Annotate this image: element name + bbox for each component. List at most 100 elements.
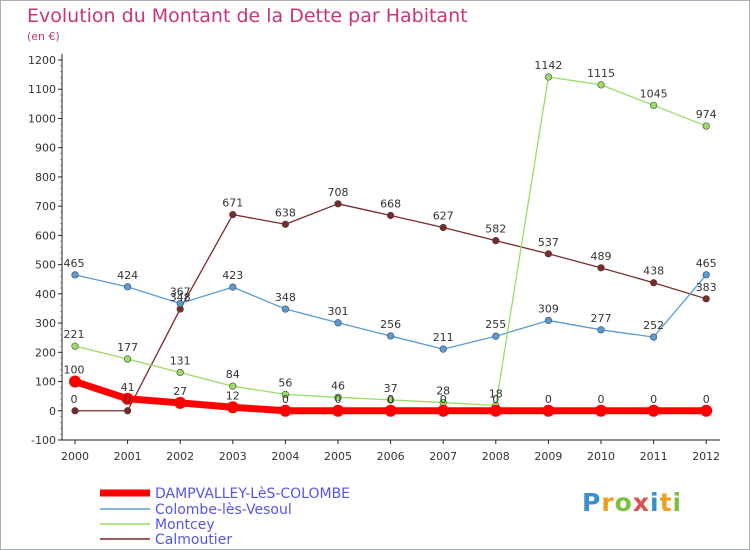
data-point (542, 404, 555, 417)
data-point (649, 333, 658, 341)
y-tick-label: 1200 (28, 54, 56, 67)
data-point (384, 404, 397, 417)
data-point (71, 407, 79, 415)
data-point (176, 368, 184, 377)
data-point (281, 390, 290, 399)
data-label: 423 (222, 269, 243, 282)
data-label: 1115 (587, 67, 615, 80)
x-tick-label: 2008 (482, 450, 510, 463)
data-point (279, 404, 292, 417)
data-point (229, 283, 237, 291)
data-point (649, 279, 658, 287)
x-tick-label: 2010 (587, 450, 615, 463)
data-label: 256 (380, 318, 401, 331)
y-tick-label: 0 (49, 405, 56, 418)
data-label: 638 (275, 206, 296, 219)
data-point (489, 404, 502, 417)
data-label: 348 (170, 291, 191, 304)
data-label: 668 (380, 198, 401, 211)
data-point (176, 299, 184, 308)
data-point (702, 122, 710, 130)
y-tick-label: 700 (35, 200, 56, 213)
data-label: 0 (598, 393, 605, 406)
data-label: 489 (591, 250, 612, 263)
data-point (229, 211, 237, 219)
data-label: 177 (117, 341, 138, 354)
data-point (123, 407, 132, 415)
data-label: 348 (275, 291, 296, 304)
data-label: 0 (545, 393, 552, 406)
data-point (439, 345, 447, 353)
legend-label: Colombe-lès-Vesoul (155, 502, 292, 518)
x-tick-label: 2009 (534, 450, 562, 463)
data-label: 1045 (640, 87, 668, 100)
data-point (334, 200, 342, 208)
data-label: 367 (170, 285, 191, 298)
data-point (121, 392, 134, 405)
y-tick-label: 600 (35, 229, 56, 242)
data-point (544, 250, 553, 258)
data-point (334, 319, 342, 327)
y-tick-label: 900 (35, 142, 56, 155)
data-label: 0 (124, 393, 131, 406)
data-label: 221 (64, 328, 85, 341)
legend-label: DAMPVALLEY-LèS-COLOMBE (155, 486, 350, 502)
data-point (702, 271, 710, 279)
data-point (69, 375, 81, 388)
x-tick-label: 2002 (166, 450, 194, 463)
data-point (71, 271, 79, 279)
x-tick-label: 2003 (219, 450, 247, 463)
x-tick-label: 2006 (377, 450, 405, 463)
x-tick-label: 2007 (429, 450, 457, 463)
y-tick-label: 800 (35, 171, 56, 184)
data-point (281, 220, 290, 228)
data-label: 0 (703, 393, 710, 406)
data-label: 0 (492, 393, 499, 406)
data-label: 277 (591, 312, 612, 325)
data-label: 383 (696, 281, 717, 294)
data-point (226, 401, 239, 414)
data-label: 0 (650, 393, 657, 406)
data-point (597, 81, 605, 89)
data-label: 84 (226, 368, 240, 381)
data-label: 56 (278, 376, 292, 389)
data-point (597, 326, 605, 334)
data-point (595, 404, 607, 417)
data-label: 309 (538, 302, 559, 315)
data-point (387, 396, 395, 404)
data-point (229, 382, 237, 390)
data-point (334, 393, 342, 401)
data-label: 708 (328, 186, 349, 199)
data-point (647, 404, 660, 417)
y-tick-label: 1100 (28, 83, 56, 96)
data-point (281, 305, 290, 313)
y-tick-label: -100 (31, 434, 56, 447)
data-label: 41 (121, 381, 135, 394)
data-label: 0 (282, 393, 289, 406)
data-label: 537 (538, 236, 559, 249)
data-label: 252 (643, 319, 664, 332)
x-tick-label: 2004 (271, 450, 299, 463)
data-label: 211 (433, 331, 454, 344)
proxiti-logo: Proxiti (582, 488, 683, 517)
data-label: 0 (335, 393, 342, 406)
data-label: 582 (485, 223, 506, 236)
y-tick-label: 400 (35, 288, 56, 301)
data-label: 37 (384, 382, 398, 395)
data-label: 18 (489, 388, 503, 401)
data-label: 131 (170, 354, 191, 367)
data-point (702, 295, 710, 303)
chart-subtitle: (en €) (27, 30, 60, 43)
chart-title: Evolution du Montant de la Dette par Hab… (27, 5, 468, 27)
data-point (174, 396, 187, 409)
data-label: 46 (331, 379, 345, 392)
data-label: 27 (173, 385, 187, 398)
data-label: 671 (222, 197, 243, 210)
data-label: 1142 (534, 59, 562, 72)
data-point (492, 237, 500, 245)
data-label: 424 (117, 269, 138, 282)
data-point (649, 101, 658, 109)
data-point (544, 316, 553, 325)
y-tick-label: 500 (35, 259, 56, 272)
